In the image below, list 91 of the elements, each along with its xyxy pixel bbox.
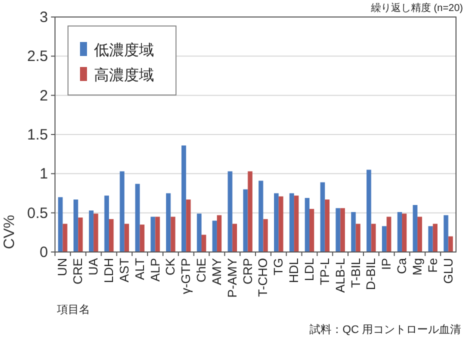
x-tick-label: ALT: [132, 258, 147, 280]
bar: [320, 182, 325, 252]
bar: [263, 219, 268, 252]
bar: [186, 200, 191, 252]
x-tick-label: IP: [380, 258, 394, 270]
bar: [216, 215, 222, 252]
bar: [366, 170, 372, 252]
bar: [417, 216, 422, 252]
bar: [124, 224, 130, 252]
bar: [382, 226, 387, 252]
x-tick-label: ChE: [194, 258, 209, 282]
legend-label: 低濃度域: [94, 42, 154, 59]
x-tick-label: CRE: [71, 258, 86, 284]
x-tick-label: CRP: [240, 258, 255, 284]
bar: [356, 224, 360, 252]
bar: [94, 214, 98, 252]
y-tick-label: 1.5: [27, 126, 48, 144]
legend-label: 高濃度域: [94, 67, 154, 84]
x-tick-label: Ca: [395, 258, 410, 274]
x-tick-label: ALB-L: [333, 258, 348, 293]
text: 試料：QC 用コントロール血清: [309, 323, 461, 336]
bar: [351, 212, 356, 252]
x-tick-label: Fe: [426, 258, 440, 273]
x-tick-label: ALP: [148, 258, 162, 282]
bar: [58, 197, 63, 252]
x-tick-label: UA: [86, 257, 101, 276]
bar: [62, 224, 68, 252]
x-tick-label: Mg: [410, 258, 424, 276]
y-tick-label: 2.5: [27, 48, 48, 66]
chart-title: 繰り返し精度 (n=20): [370, 2, 463, 14]
x-tick-label: γ-GTP: [179, 258, 194, 294]
bar: [278, 196, 284, 252]
x-tick-label: CK: [164, 257, 178, 276]
bar: [258, 180, 264, 252]
x-tick-label: UN: [56, 258, 70, 276]
bar: [135, 184, 140, 252]
x-tick-label: AST: [117, 258, 132, 282]
x-tick-label: P-AMY: [225, 257, 240, 298]
y-tick-label: 0: [40, 244, 48, 261]
x-tick-label: TP-L: [318, 258, 332, 286]
bar: [340, 208, 345, 252]
bar: [402, 214, 407, 252]
bar: [104, 196, 109, 252]
bar: [108, 219, 114, 252]
bar: [243, 189, 248, 252]
x-tick-label: GLU: [441, 258, 456, 284]
bar: [232, 224, 237, 252]
bar: [78, 218, 83, 252]
bar: [181, 145, 186, 252]
y-tick-label: 3: [40, 9, 48, 26]
y-tick-label: 1: [40, 166, 48, 183]
x-tick-label: AMY: [210, 257, 224, 286]
bar: [74, 200, 78, 252]
bar: [170, 216, 176, 252]
bar: [150, 216, 156, 252]
bar: [274, 193, 279, 252]
bar: [294, 196, 299, 252]
bar: [412, 205, 418, 252]
x-tick-label: LDL: [302, 258, 316, 281]
bar: [432, 224, 438, 252]
bar: [202, 234, 206, 252]
bar: [120, 171, 124, 252]
x-tick-label: HDL: [287, 258, 302, 284]
bar: [212, 220, 217, 252]
bar: [428, 226, 433, 252]
bar: [304, 198, 310, 252]
bar: [324, 200, 330, 252]
bar: [196, 214, 202, 252]
bar: [155, 216, 160, 252]
bar: [228, 171, 232, 252]
bar: [140, 224, 144, 252]
y-tick-label: 0.5: [27, 204, 48, 222]
x-tick-label: TG: [272, 258, 286, 276]
bar: [444, 215, 448, 252]
x-tick-label: T-CHO: [256, 258, 270, 297]
bar: [88, 210, 94, 252]
y-tick-label: 2: [40, 87, 48, 104]
x-tick-label: LDH: [102, 258, 116, 284]
x-tick-label: T-BIL: [348, 258, 363, 288]
bar: [397, 212, 402, 252]
bar: [309, 208, 314, 252]
x-axis-title: 項目名: [57, 304, 90, 316]
bar: [248, 171, 252, 252]
bar: [371, 224, 376, 252]
bar: [386, 216, 392, 252]
bar: [448, 236, 453, 252]
bar: [289, 193, 294, 252]
bar: [166, 193, 171, 252]
y-axis-title: CV%: [1, 214, 18, 250]
x-tick-label: D-BIL: [364, 258, 378, 290]
bar: [336, 208, 340, 252]
